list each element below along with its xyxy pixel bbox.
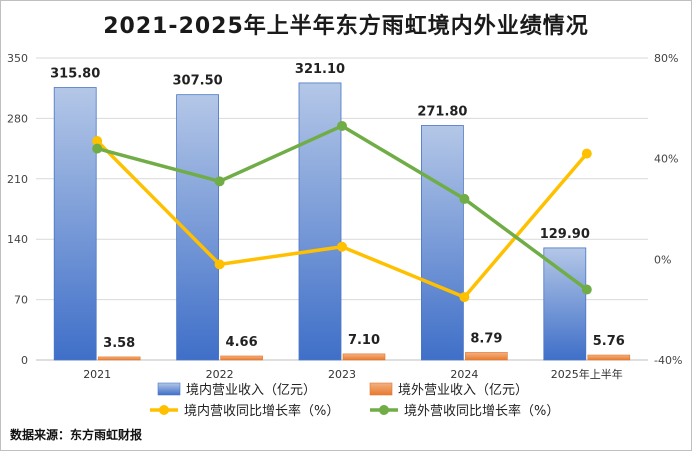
x-tick-label: 2023 <box>328 368 356 381</box>
x-tick-label: 2021 <box>83 368 111 381</box>
domestic-revenue-label: 129.90 <box>540 227 590 242</box>
foreign-growth-legend-label: 境外营收同比增长率（%） <box>404 403 559 419</box>
x-tick-label: 2022 <box>206 368 234 381</box>
y-left-tick-label: 70 <box>14 294 28 307</box>
y-right-tick-label: 40% <box>654 153 678 166</box>
foreign-growth-line <box>95 124 589 292</box>
domestic-growth-legend-marker <box>159 405 169 415</box>
foreign-growth-point <box>459 193 470 204</box>
foreign-growth-legend-marker <box>379 405 389 415</box>
domestic-growth-point <box>459 292 470 303</box>
foreign-growth-point <box>337 120 347 131</box>
foreign-revenue-legend-swatch <box>369 382 393 396</box>
domestic-revenue-bar <box>420 125 464 361</box>
y-left-tick-label: 0 <box>21 354 28 367</box>
y-right-tick-label: -40% <box>654 354 682 367</box>
y-right-tick-label: 80% <box>654 52 678 65</box>
foreign-revenue-legend-label: 境外营业收入（亿元） <box>398 383 528 398</box>
foreign-growth-point <box>581 284 592 295</box>
domestic-growth-point <box>214 259 225 270</box>
y-left-tick-label: 210 <box>7 173 28 186</box>
x-tick-label: 2025年上半年 <box>551 367 623 381</box>
y-left-tick-label: 140 <box>7 233 28 246</box>
foreign-revenue-label: 7.10 <box>348 333 380 348</box>
domestic-growth-point <box>581 148 592 159</box>
domestic-revenue-bar <box>53 87 97 361</box>
foreign-revenue-bar <box>220 355 263 361</box>
foreign-revenue-label: 3.58 <box>103 336 135 351</box>
foreign-revenue-bar <box>342 353 386 361</box>
source-note: 数据来源：东方雨虹财报 <box>10 428 143 442</box>
y-left-tick-label: 280 <box>7 112 28 125</box>
foreign-revenue-label: 5.76 <box>593 334 625 349</box>
domestic-revenue-bar <box>298 82 342 361</box>
domestic-growth-point <box>92 136 103 147</box>
domestic-revenue-label: 315.80 <box>50 67 100 82</box>
foreign-revenue-bar <box>97 356 141 361</box>
x-tick-label: 2024 <box>450 368 478 381</box>
domestic-revenue-bar <box>543 247 587 361</box>
foreign-growth-point <box>214 176 225 187</box>
foreign-revenue-label: 4.66 <box>226 335 258 350</box>
domestic-growth-line <box>95 139 589 299</box>
domestic-growth-legend-label: 境内营收同比增长率（%） <box>184 403 339 419</box>
y-left-tick-label: 350 <box>7 52 28 65</box>
chart-title: 2021-2025年上半年东方雨虹境内外业绩情况 <box>103 14 589 39</box>
foreign-revenue-label: 8.79 <box>470 331 502 346</box>
domestic-revenue-legend-label: 境内营业收入（亿元） <box>186 382 316 398</box>
domestic-revenue-legend-swatch <box>157 382 181 396</box>
domestic-growth-point <box>337 241 347 252</box>
domestic-revenue-label: 307.50 <box>173 74 223 89</box>
foreign-growth-point <box>92 143 103 154</box>
foreign-revenue-bar <box>587 354 631 361</box>
domestic-revenue-label: 321.10 <box>295 62 345 77</box>
foreign-revenue-bar <box>465 352 508 361</box>
domestic-revenue-label: 271.80 <box>417 104 467 119</box>
y-right-tick-label: 0% <box>654 253 671 266</box>
